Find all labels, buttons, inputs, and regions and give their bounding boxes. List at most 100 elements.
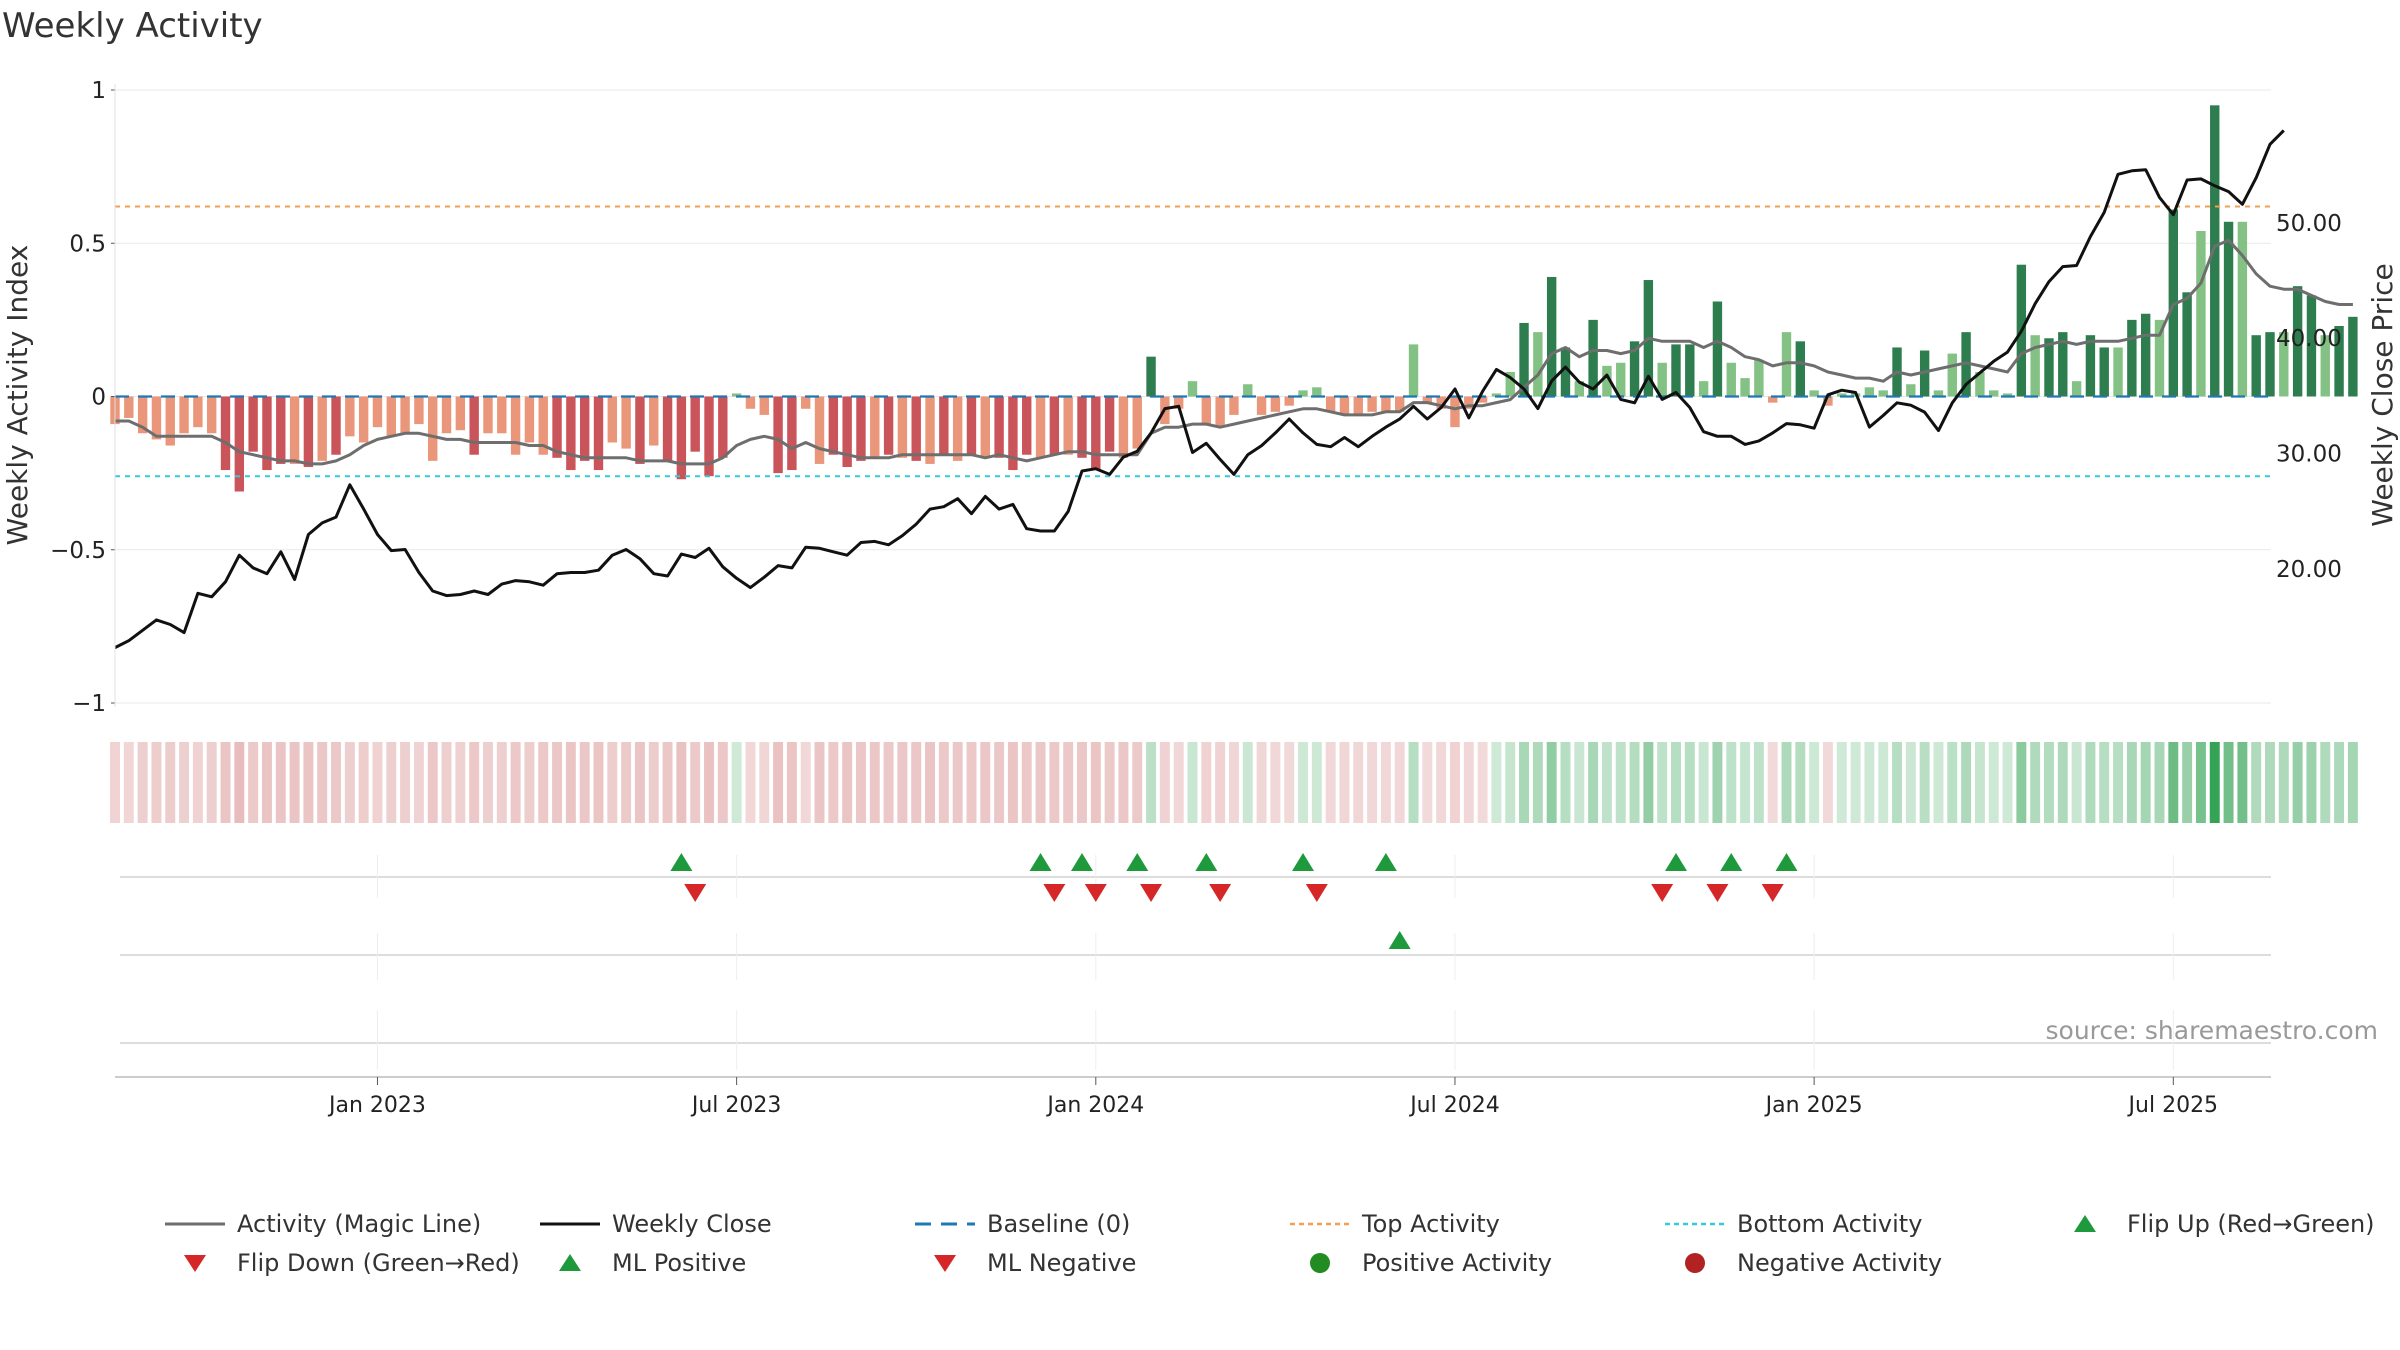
- heat-cell: [662, 742, 673, 823]
- legend-label: Negative Activity: [1737, 1249, 1942, 1277]
- heat-cell: [952, 742, 963, 823]
- heat-cell: [773, 742, 784, 823]
- flip-up-marker: [670, 853, 693, 871]
- activity-bar: [566, 396, 576, 471]
- legend-label: Weekly Close: [612, 1210, 772, 1238]
- activity-bar: [925, 396, 935, 464]
- heat-cell: [400, 742, 411, 823]
- heat-cell: [2126, 742, 2137, 823]
- activity-bar: [1436, 396, 1446, 409]
- activity-bar: [704, 396, 714, 477]
- activity-bar: [483, 396, 493, 434]
- activity-bar: [538, 396, 548, 455]
- activity-bar: [1367, 396, 1377, 412]
- heat-cell: [1463, 742, 1474, 823]
- flip-down-marker: [1305, 884, 1328, 902]
- heat-cell: [704, 742, 714, 823]
- right-tick-label: 20.00: [2276, 557, 2342, 583]
- heat-cell: [372, 742, 383, 823]
- heat-cell: [1988, 742, 1999, 823]
- activity-bar: [1947, 353, 1957, 397]
- heat-cell: [1712, 742, 1723, 823]
- activity-bar: [635, 396, 645, 464]
- activity-bar: [870, 396, 880, 458]
- activity-bar: [2099, 347, 2109, 397]
- heat-cell: [151, 742, 162, 823]
- heat-cell: [1822, 742, 1833, 823]
- activity-bar: [1243, 384, 1253, 397]
- activity-bar: [1809, 390, 1819, 397]
- heat-cell: [2195, 742, 2206, 823]
- heat-cell: [317, 742, 328, 823]
- heat-cell: [303, 742, 314, 823]
- heat-cell: [1740, 742, 1751, 823]
- heat-cell: [165, 742, 176, 823]
- heat-cell: [496, 742, 507, 823]
- series-lines: [114, 129, 2353, 649]
- activity-bar: [2237, 221, 2248, 397]
- activity-bar: [939, 396, 949, 455]
- heat-cell: [1284, 742, 1295, 823]
- activity-bar: [510, 396, 521, 455]
- heat-cell: [1601, 742, 1612, 823]
- activity-bar: [773, 396, 783, 474]
- x-tick-label: Jan 2024: [1045, 1093, 1144, 1118]
- activity-bar: [1450, 396, 1460, 428]
- activity-bar: [2210, 105, 2220, 397]
- activity-bar: [2140, 313, 2151, 397]
- heat-cell: [110, 742, 120, 823]
- heat-cell: [1753, 742, 1764, 823]
- heat-cell: [745, 742, 756, 823]
- activity-bar: [1201, 396, 1212, 425]
- heat-cell: [2071, 742, 2082, 823]
- activity-bar: [1298, 390, 1308, 397]
- legend-swatch: [1310, 1253, 1330, 1273]
- legend-swatch: [934, 1255, 956, 1272]
- activity-bar: [2044, 338, 2054, 397]
- activity-bar: [137, 396, 148, 434]
- heat-cell: [1228, 742, 1239, 823]
- activity-bar: [1933, 390, 1944, 397]
- activity-bar: [455, 396, 466, 431]
- heat-cell: [593, 742, 604, 823]
- activity-bar: [1629, 341, 1640, 397]
- activity-bar: [2113, 347, 2123, 397]
- heat-cell: [1974, 742, 1985, 823]
- heat-cell: [1477, 742, 1488, 823]
- heat-cell: [1394, 742, 1405, 823]
- heat-cell: [1532, 742, 1543, 823]
- heat-cell: [1864, 742, 1875, 823]
- heat-cell: [1104, 742, 1115, 823]
- activity-bar: [1077, 396, 1087, 458]
- activity-bar: [1132, 396, 1142, 449]
- flip-up-marker: [1664, 853, 1687, 871]
- heat-cell: [1574, 742, 1585, 823]
- activity-bar: [1035, 396, 1046, 458]
- heat-cell: [1491, 742, 1502, 823]
- activity-bar: [151, 396, 162, 440]
- activity-bar: [1533, 332, 1543, 397]
- heat-cell: [828, 742, 839, 823]
- heat-cell: [2002, 742, 2013, 823]
- heat-cell: [344, 742, 355, 823]
- heat-cell: [1298, 742, 1308, 823]
- activity-bar: [1505, 371, 1515, 397]
- heat-cell: [2320, 742, 2331, 823]
- activity-bar: [358, 396, 369, 443]
- activity-bar: [1422, 396, 1433, 403]
- heat-cell: [1519, 742, 1530, 823]
- activity-bar: [2251, 335, 2261, 397]
- heat-cell: [1505, 742, 1516, 823]
- activity-bar: [1671, 344, 1681, 397]
- activity-bar: [2154, 319, 2165, 397]
- heat-cell: [413, 742, 424, 823]
- heat-cell: [1726, 742, 1737, 823]
- heat-cell: [2265, 742, 2275, 823]
- activity-bar: [1698, 381, 1709, 397]
- heat-cell: [2347, 742, 2358, 823]
- heat-cell: [1671, 742, 1681, 823]
- flip-down-marker: [1043, 884, 1066, 902]
- heat-cell: [1242, 742, 1253, 823]
- activity-bar: [1256, 396, 1267, 415]
- activity-bar: [662, 396, 673, 461]
